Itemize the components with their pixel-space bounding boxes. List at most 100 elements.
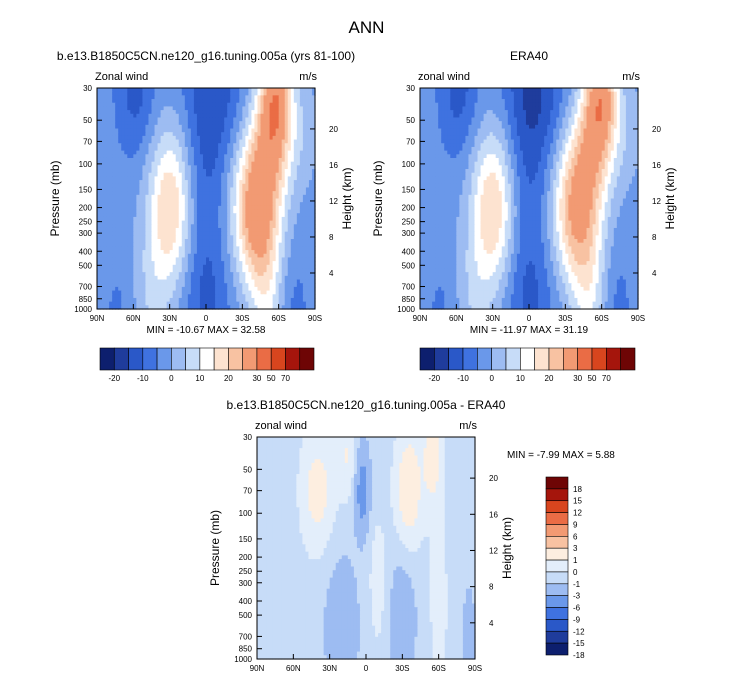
contour-cell xyxy=(199,102,204,108)
contour-cell xyxy=(212,128,216,133)
contour-cell xyxy=(151,165,156,170)
contour-cell xyxy=(218,194,222,200)
contour-cell xyxy=(169,261,174,266)
contour-cell xyxy=(178,95,183,100)
contour-cell xyxy=(172,187,177,192)
contour-cell xyxy=(115,132,119,137)
contour-cell xyxy=(278,224,283,229)
contour-cell xyxy=(269,202,274,207)
contour-cell xyxy=(166,261,171,266)
contour-cell xyxy=(239,102,243,108)
contour-cell xyxy=(181,165,186,170)
contour-cell xyxy=(311,146,316,152)
contour-cell xyxy=(287,194,292,200)
contour-cell xyxy=(305,198,310,203)
contour-cell xyxy=(193,213,198,218)
contour-cell xyxy=(263,143,268,148)
y-tick-label: 700 xyxy=(79,283,93,292)
contour-cell xyxy=(172,242,177,247)
contour-cell xyxy=(148,198,153,203)
contour-cell xyxy=(148,146,153,152)
contour-cell xyxy=(263,220,268,225)
contour-cell xyxy=(206,183,210,189)
contour-cell xyxy=(302,154,307,159)
contour-cell xyxy=(145,216,150,222)
contour-cell xyxy=(260,95,265,100)
contour-cell xyxy=(218,224,222,229)
contour-cell xyxy=(196,161,201,166)
contour-cell xyxy=(193,250,198,255)
contour-cell xyxy=(172,191,177,196)
contour-cell xyxy=(142,128,147,133)
colorbar-swatch xyxy=(128,347,144,371)
contour-cell xyxy=(311,113,316,119)
contour-cell xyxy=(233,264,237,270)
contour-cell xyxy=(224,139,228,144)
contour-cell xyxy=(175,187,180,192)
contour-cell xyxy=(154,246,159,251)
contour-cell xyxy=(181,150,186,155)
contour-cell xyxy=(209,132,213,137)
contour-cell xyxy=(290,161,295,166)
contour-cell xyxy=(206,205,210,211)
contour-cell xyxy=(251,121,256,126)
contour-cell xyxy=(121,121,125,126)
contour-cell xyxy=(305,154,310,159)
contour-cell xyxy=(254,253,259,259)
contour-cell xyxy=(302,264,307,270)
contour-cell xyxy=(209,165,213,170)
contour-cell xyxy=(106,205,110,211)
contour-cell xyxy=(248,235,253,240)
contour-cell xyxy=(206,91,210,96)
contour-cell xyxy=(106,121,110,126)
contour-cell xyxy=(130,157,134,163)
contour-cell xyxy=(293,209,298,214)
contour-cell xyxy=(121,161,125,166)
contour-cell xyxy=(224,194,228,200)
contour-cell xyxy=(193,187,198,192)
contour-cell xyxy=(260,209,265,214)
contour-cell xyxy=(251,88,256,93)
contour-cell xyxy=(242,102,246,108)
contour-cell xyxy=(311,154,316,159)
contour-cell xyxy=(245,169,249,174)
contour-cell xyxy=(172,157,177,163)
contour-cell xyxy=(97,150,101,155)
contour-cell xyxy=(227,143,231,148)
contour-cell xyxy=(109,95,113,100)
contour-cell xyxy=(296,227,301,233)
contour-cell xyxy=(299,235,304,240)
contour-cell xyxy=(181,253,186,259)
contour-cell xyxy=(230,180,234,185)
contour-cell xyxy=(221,261,225,266)
contour-cell xyxy=(172,261,177,266)
contour-cell xyxy=(257,261,262,266)
contour-cell xyxy=(275,157,280,163)
contour-cell xyxy=(293,198,298,203)
contour-cell xyxy=(221,242,225,247)
contour-cell xyxy=(103,213,107,218)
contour-cell xyxy=(142,169,147,174)
contour-cell xyxy=(206,154,210,159)
contour-cell xyxy=(184,128,189,133)
contour-cell xyxy=(178,216,183,222)
contour-cell xyxy=(97,268,101,273)
contour-cell xyxy=(284,132,289,137)
contour-cell xyxy=(215,146,219,152)
contour-cell xyxy=(187,88,192,93)
colorbar-swatch xyxy=(228,347,243,371)
contour-cell xyxy=(230,165,234,170)
contour-cell xyxy=(190,261,195,266)
units-label: m/s xyxy=(299,71,317,83)
contour-cell xyxy=(124,99,128,104)
contour-cell xyxy=(266,165,271,170)
contour-cell xyxy=(272,117,277,122)
contour-cell xyxy=(133,121,137,126)
contour-cell xyxy=(124,143,128,148)
colorbar-label: 20 xyxy=(224,374,233,383)
contour-cell xyxy=(169,205,174,211)
contour-cell xyxy=(196,176,201,181)
contour-cell xyxy=(281,121,286,126)
colorbar-swatch xyxy=(213,347,229,371)
